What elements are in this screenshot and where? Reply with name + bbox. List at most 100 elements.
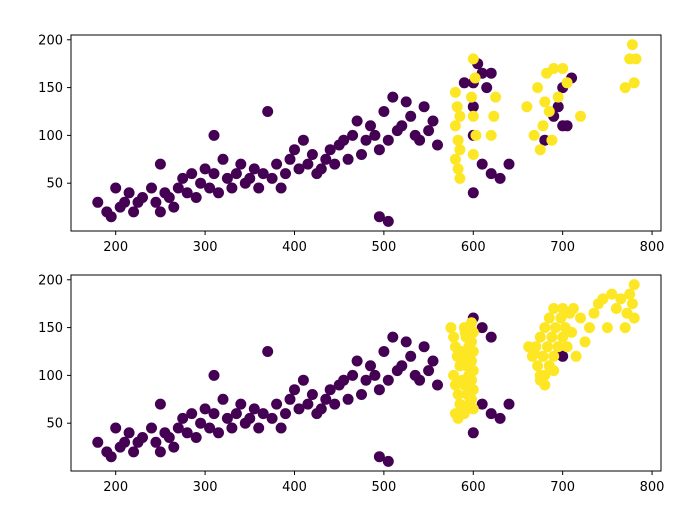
data-point-class-1: [459, 326, 471, 338]
data-point-class-0: [168, 201, 180, 213]
data-point-class-0: [119, 436, 131, 448]
data-point-class-0: [150, 436, 162, 448]
data-point-class-1: [557, 331, 569, 343]
data-point-class-0: [92, 436, 104, 448]
data-point-class-0: [154, 398, 166, 410]
data-point-class-1: [488, 110, 500, 122]
data-point-class-0: [373, 144, 385, 156]
data-point-class-1: [543, 312, 555, 324]
data-point-class-0: [324, 144, 336, 156]
y-tick-label: 50: [46, 417, 63, 432]
data-point-class-0: [168, 441, 180, 453]
data-point-class-0: [329, 158, 341, 170]
data-point-class-1: [537, 350, 549, 362]
data-point-class-0: [150, 196, 162, 208]
data-point-class-0: [244, 172, 256, 184]
data-point-class-0: [213, 187, 224, 199]
data-point-class-0: [427, 115, 439, 127]
data-point-class-0: [423, 365, 435, 377]
data-point-class-0: [181, 187, 193, 199]
axes-frame: [70, 274, 662, 472]
data-point-class-0: [146, 182, 157, 194]
data-point-class-0: [382, 134, 394, 146]
data-point-class-0: [396, 120, 408, 132]
data-point-class-0: [382, 455, 394, 467]
x-tick-label: 500: [371, 240, 396, 255]
data-point-class-0: [289, 144, 300, 156]
data-point-class-0: [561, 120, 573, 132]
data-point-class-0: [262, 346, 274, 357]
data-point-class-0: [284, 393, 296, 405]
data-point-class-0: [289, 384, 300, 396]
data-point-class-1: [467, 326, 479, 338]
data-point-class-0: [315, 163, 327, 175]
data-point-class-0: [365, 360, 376, 372]
data-point-class-1: [466, 393, 477, 405]
data-point-class-1: [626, 298, 638, 310]
data-point-class-1: [542, 341, 553, 353]
data-point-class-0: [137, 192, 148, 203]
data-point-class-0: [320, 393, 332, 405]
data-point-class-0: [552, 101, 564, 113]
data-point-class-1: [630, 53, 642, 65]
data-point-class-0: [177, 412, 189, 424]
data-point-class-0: [230, 168, 242, 180]
data-point-class-1: [528, 346, 540, 357]
top-scatter-plot: 200 300 400 500 600 700 800 50 100 150 200: [38, 33, 664, 255]
data-point-class-0: [382, 215, 394, 227]
data-point-class-1: [601, 322, 613, 334]
data-point-class-1: [552, 91, 564, 103]
data-point-class-1: [543, 106, 555, 117]
data-point-class-0: [204, 182, 216, 194]
data-point-class-0: [427, 355, 439, 367]
data-point-class-0: [146, 422, 157, 434]
data-point-class-0: [190, 432, 202, 443]
data-point-class-0: [373, 384, 385, 396]
data-point-class-0: [418, 101, 430, 113]
data-point-class-0: [262, 106, 274, 117]
data-point-class-0: [387, 331, 399, 343]
data-point-class-0: [128, 206, 140, 218]
data-point-class-0: [110, 182, 122, 194]
data-point-class-1: [555, 312, 567, 324]
data-point-class-0: [338, 134, 350, 146]
data-point-class-0: [266, 172, 278, 184]
y-tick-label: 100: [38, 369, 63, 384]
data-point-class-0: [253, 182, 265, 194]
data-point-class-1: [451, 101, 463, 113]
data-point-class-1: [466, 374, 477, 386]
data-point-class-0: [400, 96, 412, 108]
data-point-class-1: [467, 403, 479, 415]
data-point-class-1: [452, 389, 464, 400]
data-point-class-0: [503, 158, 515, 170]
y-tick-label: 150: [38, 81, 63, 96]
data-point-class-0: [485, 408, 497, 420]
data-point-class-0: [306, 389, 318, 400]
data-point-class-1: [548, 303, 560, 314]
data-point-class-1: [588, 307, 600, 319]
data-point-class-1: [548, 350, 560, 362]
data-point-class-0: [221, 412, 233, 424]
data-point-class-0: [105, 211, 117, 223]
data-point-class-0: [177, 172, 189, 184]
x-tick-label: 300: [193, 480, 218, 495]
data-point-class-0: [329, 398, 341, 410]
data-point-class-0: [248, 163, 260, 175]
data-point-class-0: [494, 172, 506, 184]
data-point-class-0: [467, 101, 479, 113]
data-point-class-1: [628, 77, 640, 89]
data-point-class-1: [539, 322, 551, 334]
data-point-class-0: [476, 158, 488, 170]
x-tick-label: 200: [103, 240, 128, 255]
data-point-class-0: [257, 408, 269, 420]
data-point-class-0: [347, 369, 359, 381]
data-point-class-0: [320, 153, 332, 165]
data-point-class-1: [454, 144, 466, 156]
y-tick-label: 200: [38, 33, 63, 48]
data-point-class-0: [199, 163, 211, 175]
data-point-class-1: [579, 336, 591, 348]
data-point-class-0: [154, 158, 166, 170]
x-tick-label: 200: [103, 480, 128, 495]
data-point-class-0: [467, 427, 479, 439]
data-point-class-0: [110, 422, 122, 434]
